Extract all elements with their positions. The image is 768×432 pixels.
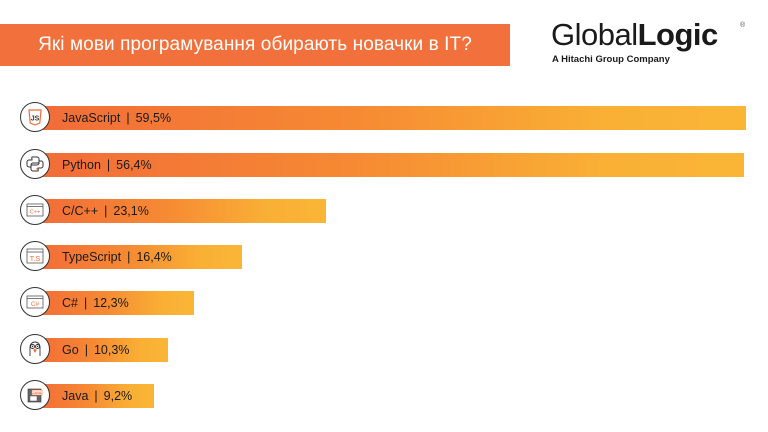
go-gopher-icon [20, 334, 50, 364]
bar-row-typescript: T.S TypeScript | 16,4% [0, 241, 768, 271]
bar-label: Go | 10,3% [62, 343, 130, 357]
javascript-icon: JS [20, 102, 50, 132]
bar-row-javascript: JS JavaScript | 59,5% [0, 102, 768, 132]
bar-row-java: JAVA Java | 9,2% [0, 380, 768, 410]
registered-mark: ® [740, 22, 746, 29]
title-banner: Які мови програмування обирають новачки … [0, 24, 510, 66]
bar-java [36, 384, 154, 408]
bar-label: TypeScript | 16,4% [62, 250, 172, 264]
bar-javascript [36, 106, 746, 130]
bar-row-python: Python | 56,4% [0, 149, 768, 179]
python-icon [20, 149, 50, 179]
bar-csharp [36, 291, 194, 315]
globallogic-logo: GlobalLogic ® A Hitachi Group Company [551, 17, 751, 65]
csharp-icon: C# [20, 287, 50, 317]
svg-text:C#: C# [31, 301, 40, 308]
bar-label: C/C++ | 23,1% [62, 204, 149, 218]
bar-typescript [36, 245, 242, 269]
cpp-icon: C++ [20, 195, 50, 225]
logo-wordmark: GlobalLogic [551, 17, 718, 52]
svg-text:T.S: T.S [30, 254, 41, 263]
bar-label: Java | 9,2% [62, 389, 133, 403]
java-icon: JAVA [20, 380, 50, 410]
bar-label: C# | 12,3% [62, 296, 129, 310]
bar-go [36, 338, 168, 362]
svg-text:C++: C++ [30, 210, 40, 216]
logo-tagline: A Hitachi Group Company [552, 54, 670, 65]
bar-row-csharp: C# C# | 12,3% [0, 287, 768, 317]
bar-label: JavaScript | 59,5% [62, 111, 172, 125]
page-title: Які мови програмування обирають новачки … [38, 34, 472, 55]
bar-row-cpp: C++ C/C++ | 23,1% [0, 195, 768, 225]
svg-text:JAVA: JAVA [32, 391, 41, 395]
typescript-icon: T.S [20, 241, 50, 271]
svg-text:JS: JS [31, 116, 40, 123]
bar-python [36, 153, 744, 177]
bar-cpp [36, 199, 326, 223]
bar-row-go: Go | 10,3% [0, 334, 768, 364]
bar-label: Python | 56,4% [62, 158, 152, 172]
